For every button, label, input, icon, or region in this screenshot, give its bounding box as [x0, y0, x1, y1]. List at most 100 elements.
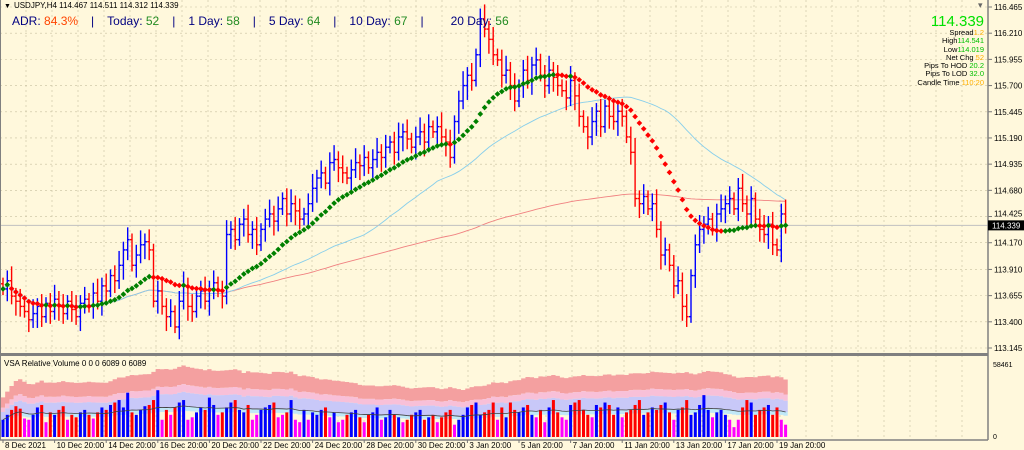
volume-bar	[736, 419, 740, 437]
volume-bar	[749, 402, 753, 437]
ohlc-bar	[388, 135, 392, 154]
trend-dot	[382, 169, 389, 176]
volume-bar	[470, 404, 474, 437]
volume-bar	[513, 409, 517, 437]
y-tick-label: 113.655	[994, 292, 1023, 301]
trend-dot	[421, 149, 428, 155]
collapse-triangle-icon[interactable]: ▼	[4, 3, 11, 10]
volume-bar	[483, 412, 487, 437]
ohlc-bar	[439, 112, 444, 146]
ohlc-bar	[203, 276, 208, 310]
ohlc-bar	[512, 73, 517, 112]
ohlc-bar	[654, 189, 659, 238]
ohlc-bar	[194, 289, 199, 318]
ohlc-bar	[284, 188, 289, 227]
separator: |	[91, 14, 95, 28]
volume-bar	[31, 414, 35, 437]
ohlc-bar	[577, 83, 582, 127]
volume-bar	[414, 412, 418, 437]
today-label: Today:	[107, 14, 143, 28]
volume-band-high	[0, 391, 788, 420]
volume-bar	[126, 392, 130, 437]
ohlc-bar	[104, 273, 109, 302]
ohlc-bar	[164, 298, 169, 332]
trend-dot	[318, 212, 325, 218]
ohlc-bar	[641, 184, 646, 214]
volume-bar	[530, 414, 534, 437]
ohlc-bar	[590, 107, 595, 146]
ohlc-bar	[91, 282, 96, 319]
trend-dot	[615, 99, 621, 106]
trend-dot	[481, 104, 488, 111]
trend-dot	[731, 227, 737, 234]
volume-bar	[306, 419, 310, 437]
trend-dot	[516, 82, 522, 89]
volume-bar	[203, 409, 207, 437]
volume-bar	[311, 412, 315, 437]
ohlc-bar	[310, 173, 315, 212]
volume-bar	[276, 417, 280, 437]
ohlc-bar	[465, 67, 470, 100]
x-tick-label: 8 Dec 2021	[5, 441, 46, 450]
ohlc-bar	[246, 204, 251, 243]
chart-close-icon[interactable]: ▾	[978, 0, 983, 10]
ohlc-bar	[198, 280, 203, 309]
info-value: 110:20	[961, 77, 984, 87]
ohlc-bar	[349, 159, 354, 191]
volume-bar	[285, 412, 289, 437]
d10-label: 10 Day:	[349, 14, 391, 28]
ohlc-bar	[719, 194, 724, 223]
ohlc-bar	[529, 56, 534, 95]
ohlc-bar	[663, 237, 668, 266]
trend-dot	[408, 155, 415, 161]
ohlc-bar	[237, 218, 242, 246]
ohlc-bar	[250, 221, 255, 249]
trend-dot	[666, 169, 673, 176]
volume-bar	[603, 402, 607, 437]
info-row-high: High114.541	[917, 37, 984, 45]
price-info-panel: 114.339 Spread1.2 High114.541 Low114.019…	[917, 14, 984, 87]
trend-dot	[726, 227, 733, 234]
volume-bar	[173, 407, 177, 437]
volume-bar	[573, 402, 577, 437]
volume-bar	[250, 419, 254, 437]
x-tick-label: 13 Jan 20:00	[676, 441, 723, 450]
info-value: 20.2	[969, 61, 984, 71]
volume-bar	[23, 418, 26, 437]
y-tick-label: 116.210	[994, 29, 1023, 38]
volume-bar	[487, 409, 491, 437]
y-tick-label: 113.145	[994, 344, 1023, 353]
volume-bar	[732, 427, 736, 437]
trend-dot	[503, 86, 509, 92]
symbol-label: USDJPY,H4	[13, 1, 57, 10]
trend-dot	[172, 281, 178, 288]
volume-bar	[685, 400, 689, 437]
y-tick-label: 115.955	[994, 55, 1023, 64]
ohlc-bar	[155, 280, 160, 314]
trend-dot	[99, 301, 105, 307]
trend-dot	[322, 208, 329, 215]
volume-bar	[711, 417, 714, 437]
ohlc-bar	[22, 300, 27, 318]
ohlc-bar	[568, 66, 573, 107]
ohlc-bar	[762, 214, 767, 243]
volume-bar	[663, 402, 667, 437]
volume-bar	[582, 409, 585, 437]
volume-bar	[779, 419, 783, 437]
volume-bar	[44, 422, 48, 437]
trend-dot	[756, 222, 763, 229]
info-label: Pips To HOD	[924, 61, 968, 71]
trend-dot	[21, 295, 28, 301]
trend-dot	[473, 118, 479, 125]
volume-bar	[143, 406, 147, 437]
ohlc-bar	[474, 48, 478, 87]
ohlc-bar	[418, 117, 423, 146]
trend-dot	[154, 274, 161, 281]
ohlc-bar	[108, 269, 113, 298]
trend-dot	[249, 265, 256, 272]
ohlc-bar	[693, 234, 698, 288]
ohlc-bar	[125, 227, 130, 261]
trend-dot	[606, 95, 613, 102]
volume-bar	[715, 412, 719, 437]
